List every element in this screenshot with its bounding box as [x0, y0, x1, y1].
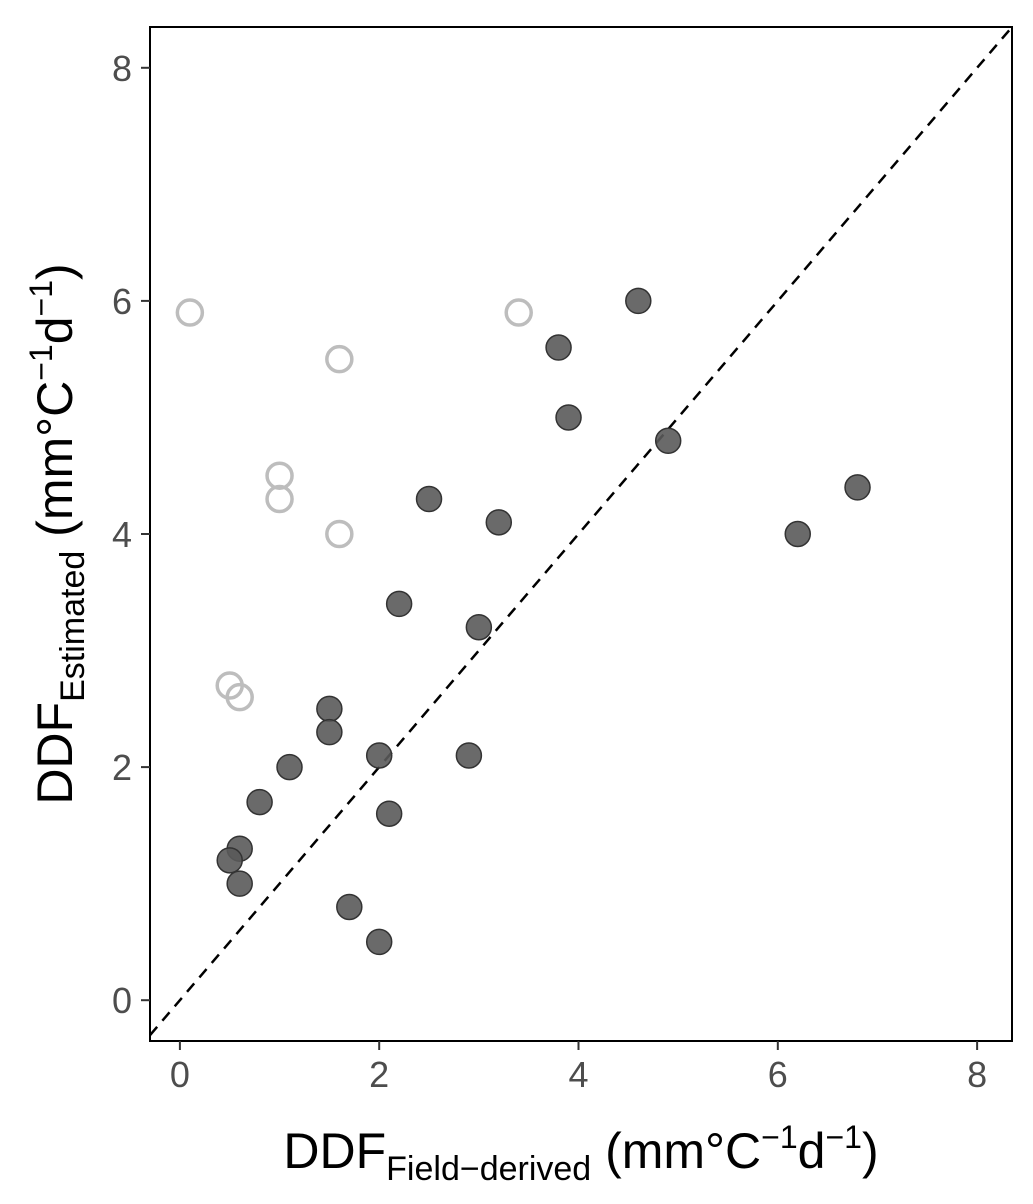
point-filled-5: [784, 520, 811, 548]
x-tick-label-4: 4: [568, 1054, 588, 1095]
x-axis-title-subscript: Field−derived: [386, 1150, 591, 1188]
point-open-0: [175, 298, 205, 327]
point-filled-19: [226, 870, 253, 897]
x-axis-title-unit-pre: (mm°C: [591, 1123, 761, 1179]
x-tick-label-6: 6: [768, 1054, 788, 1095]
x-axis-title-sup1: −1: [761, 1119, 797, 1155]
point-filled-16: [375, 800, 403, 827]
point-filled-7: [485, 509, 513, 536]
point-filled-14: [276, 753, 303, 781]
y-axis-title-unit-mid: d: [27, 316, 83, 344]
point-filled-11: [316, 718, 343, 746]
y-axis-title-sup1: −1: [23, 344, 59, 380]
x-tick-label-2: 2: [369, 1054, 389, 1095]
x-tick-label-8: 8: [967, 1054, 987, 1095]
x-axis-title-unit-mid: d: [798, 1123, 826, 1179]
y-tick-label-4: 4: [112, 514, 132, 555]
x-axis-title-sup2: −1: [825, 1119, 861, 1155]
point-filled-0: [625, 287, 652, 315]
axis-layer: 0 2 4 6 8 0 2 4 6 8: [112, 26, 1013, 1095]
point-filled-20: [336, 893, 363, 921]
point-filled-10: [316, 695, 343, 723]
y-tick-label-2: 2: [112, 747, 132, 788]
x-axis-title-unit-post: ): [862, 1123, 879, 1179]
point-filled-6: [415, 485, 443, 513]
y-axis-title-unit-pre: (mm°C: [27, 381, 83, 551]
point-filled-15: [246, 788, 273, 816]
point-filled-12: [365, 742, 393, 769]
y-axis-title: DDFEstimated (mm°C−1d−1): [23, 263, 92, 804]
y-axis-title-base: DDF: [27, 702, 83, 805]
point-filled-3: [654, 427, 682, 455]
x-tick-label-0: 0: [170, 1054, 190, 1095]
point-filled-4: [844, 474, 871, 501]
y-tick-label-8: 8: [112, 48, 132, 89]
point-filled-13: [455, 742, 483, 769]
x-axis-title-base: DDF: [283, 1123, 386, 1179]
point-open-7: [225, 682, 254, 712]
point-open-4: [265, 484, 294, 514]
point-filled-18: [216, 847, 243, 874]
point-open-5: [325, 519, 354, 549]
y-axis-title-unit-post: ): [27, 263, 83, 280]
point-filled-1: [545, 334, 572, 361]
point-open-2: [325, 344, 354, 374]
plot-layer: [150, 27, 1012, 1036]
point-filled-9: [465, 613, 493, 641]
point-filled-8: [385, 590, 413, 618]
point-open-1: [504, 298, 533, 327]
point-filled-21: [365, 928, 393, 956]
y-tick-label-6: 6: [112, 281, 132, 322]
point-open-3: [265, 461, 294, 490]
y-axis-title-subscript: Estimated: [54, 551, 92, 702]
x-axis-title: DDFField−derived (mm°C−1d−1): [283, 1119, 878, 1188]
y-axis-title-sup2: −1: [23, 280, 59, 316]
y-tick-label-0: 0: [112, 980, 132, 1021]
point-filled-2: [555, 404, 582, 431]
identity-line: [150, 27, 1012, 1036]
